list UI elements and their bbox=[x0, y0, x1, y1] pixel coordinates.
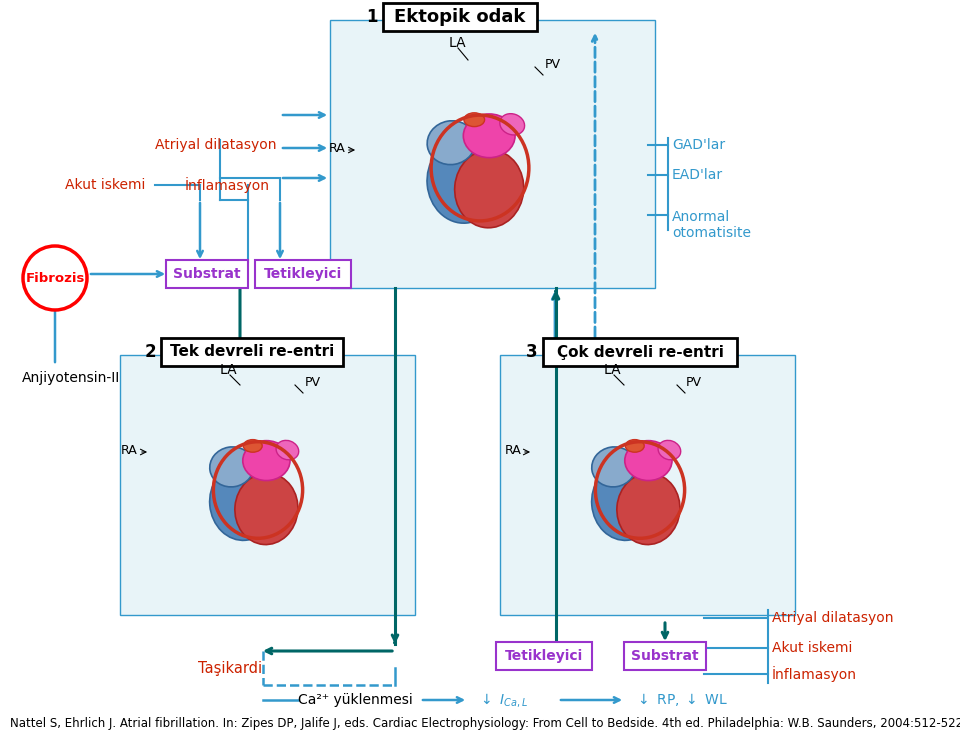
Text: Atriyal dilatasyon: Atriyal dilatasyon bbox=[772, 611, 894, 625]
Ellipse shape bbox=[276, 441, 299, 460]
Text: RA: RA bbox=[504, 443, 521, 457]
Text: GAD'lar: GAD'lar bbox=[672, 138, 725, 152]
Ellipse shape bbox=[617, 474, 680, 545]
Text: Tetikleyici: Tetikleyici bbox=[505, 649, 583, 663]
Text: Çok devreli re-entri: Çok devreli re-entri bbox=[557, 345, 724, 359]
Text: Anjiyotensin-II: Anjiyotensin-II bbox=[22, 371, 120, 385]
Text: Atriyal dilatasyon: Atriyal dilatasyon bbox=[155, 138, 276, 152]
Ellipse shape bbox=[658, 441, 681, 460]
Ellipse shape bbox=[427, 121, 475, 165]
Ellipse shape bbox=[235, 474, 298, 545]
Text: RA: RA bbox=[328, 141, 345, 155]
Text: Akut iskemi: Akut iskemi bbox=[65, 178, 145, 192]
Ellipse shape bbox=[500, 114, 524, 135]
Text: Fibrozis: Fibrozis bbox=[25, 271, 84, 284]
Ellipse shape bbox=[625, 441, 672, 481]
Text: EAD'lar: EAD'lar bbox=[672, 168, 723, 182]
Text: 1: 1 bbox=[367, 8, 377, 26]
Text: Anormal
otomatisite: Anormal otomatisite bbox=[672, 210, 751, 240]
Text: Taşikardi: Taşikardi bbox=[198, 660, 262, 676]
Text: 2: 2 bbox=[144, 343, 156, 361]
FancyBboxPatch shape bbox=[255, 260, 351, 288]
Bar bbox=[120, 355, 415, 615]
FancyBboxPatch shape bbox=[624, 642, 706, 670]
Ellipse shape bbox=[455, 150, 524, 228]
Text: 3: 3 bbox=[526, 343, 538, 361]
Text: Ca²⁺ yüklenmesi: Ca²⁺ yüklenmesi bbox=[298, 693, 413, 707]
FancyBboxPatch shape bbox=[161, 338, 343, 366]
Text: PV: PV bbox=[305, 375, 321, 388]
Text: İnflamasyon: İnflamasyon bbox=[185, 177, 270, 193]
Text: Akut iskemi: Akut iskemi bbox=[772, 641, 852, 655]
Ellipse shape bbox=[464, 114, 516, 158]
Text: RA: RA bbox=[121, 443, 138, 457]
FancyBboxPatch shape bbox=[383, 3, 537, 31]
Ellipse shape bbox=[427, 141, 498, 223]
Circle shape bbox=[23, 246, 87, 310]
FancyBboxPatch shape bbox=[543, 338, 737, 366]
Text: Tetikleyici: Tetikleyici bbox=[264, 267, 342, 281]
FancyBboxPatch shape bbox=[496, 642, 592, 670]
Ellipse shape bbox=[243, 440, 262, 452]
Ellipse shape bbox=[209, 465, 275, 540]
Ellipse shape bbox=[464, 113, 485, 127]
Text: LA: LA bbox=[603, 363, 621, 377]
Text: PV: PV bbox=[545, 59, 561, 72]
Text: Ektopik odak: Ektopik odak bbox=[395, 8, 526, 26]
Text: Nattel S, Ehrlich J. Atrial fibrillation. In: Zipes DP, Jalife J, eds. Cardiac E: Nattel S, Ehrlich J. Atrial fibrillation… bbox=[10, 716, 960, 729]
Text: $\downarrow$ $\it{I}$$_{Ca,L}$: $\downarrow$ $\it{I}$$_{Ca,L}$ bbox=[478, 691, 528, 709]
Text: Substrat: Substrat bbox=[173, 267, 241, 281]
Text: Substrat: Substrat bbox=[631, 649, 699, 663]
Ellipse shape bbox=[591, 447, 636, 487]
Ellipse shape bbox=[243, 441, 290, 481]
Text: PV: PV bbox=[686, 375, 702, 388]
Text: Tek devreli re-entri: Tek devreli re-entri bbox=[170, 345, 334, 359]
Bar bbox=[330, 20, 655, 288]
Text: LA: LA bbox=[219, 363, 237, 377]
Text: İnflamasyon: İnflamasyon bbox=[772, 666, 857, 682]
Bar bbox=[500, 355, 795, 615]
Ellipse shape bbox=[210, 447, 253, 487]
Ellipse shape bbox=[625, 440, 644, 452]
Ellipse shape bbox=[591, 465, 657, 540]
Text: $\downarrow$ RP, $\downarrow$ WL: $\downarrow$ RP, $\downarrow$ WL bbox=[635, 691, 728, 709]
Text: LA: LA bbox=[448, 36, 466, 50]
FancyBboxPatch shape bbox=[166, 260, 248, 288]
